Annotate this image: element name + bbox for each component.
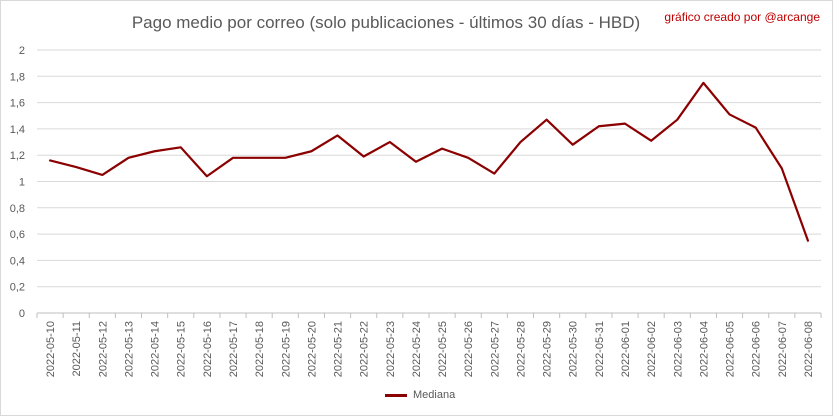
legend: Mediana: [385, 389, 455, 401]
y-tick-label: 1,8: [10, 71, 25, 83]
x-tick-label: 2022-05-14: [150, 321, 162, 377]
y-tick-label: 0: [19, 308, 25, 320]
legend-swatch: [385, 393, 407, 397]
x-tick-label: 2022-05-26: [463, 321, 475, 377]
x-tick-label: 2022-06-05: [725, 321, 737, 377]
x-tick-label: 2022-05-22: [359, 321, 371, 377]
y-tick-label: 0,4: [10, 255, 25, 267]
x-tick-label: 2022-05-13: [123, 321, 135, 377]
y-tick-label: 0,8: [10, 203, 25, 215]
y-tick-label: 1,2: [10, 150, 25, 162]
x-tick-label: 2022-05-15: [176, 321, 188, 377]
x-tick-label: 2022-05-21: [333, 321, 345, 377]
x-tick-label: 2022-05-27: [489, 321, 501, 377]
y-tick-label: 0,2: [10, 282, 25, 294]
y-tick-label: 1,6: [10, 98, 25, 110]
x-tick-label: 2022-05-28: [515, 321, 527, 377]
x-tick-label: 2022-05-24: [411, 321, 423, 377]
x-tick-label: 2022-05-23: [385, 321, 397, 377]
chart-title: Pago medio por correo (solo publicacione…: [131, 13, 641, 32]
legend-label: Mediana: [413, 389, 456, 401]
x-tick-label: 2022-05-31: [594, 321, 606, 377]
x-tick-label: 2022-06-04: [698, 321, 710, 377]
y-tick-label: 1: [19, 177, 25, 189]
x-tick-label: 2022-05-16: [202, 321, 214, 377]
x-tick-label: 2022-05-25: [437, 321, 449, 377]
x-tick-label: 2022-05-17: [228, 321, 240, 377]
y-tick-label: 1,4: [10, 124, 25, 136]
x-tick-label: 2022-05-10: [45, 321, 57, 377]
x-tick-label: 2022-06-08: [803, 321, 815, 377]
y-tick-label: 0,6: [10, 229, 25, 241]
x-tick-label: 2022-06-06: [751, 321, 763, 377]
x-tick-label: 2022-06-02: [646, 321, 658, 377]
x-tick-label: 2022-05-29: [542, 321, 554, 377]
x-tick-label: 2022-05-11: [71, 321, 83, 376]
y-tick-label: 2: [19, 45, 25, 57]
series-line-mediana: [48, 81, 810, 242]
x-tick-label: 2022-05-18: [254, 321, 266, 377]
x-tick-label: 2022-06-01: [620, 321, 632, 377]
chart-credit: gráfico creado por @arcange: [664, 10, 820, 24]
x-tick-label: 2022-05-12: [97, 321, 109, 377]
x-tick-label: 2022-05-20: [306, 321, 318, 377]
x-tick-label: 2022-05-19: [280, 321, 292, 377]
x-tick-label: 2022-06-03: [672, 321, 684, 377]
x-tick-label: 2022-06-07: [777, 321, 789, 377]
x-tick-label: 2022-05-30: [568, 321, 580, 377]
